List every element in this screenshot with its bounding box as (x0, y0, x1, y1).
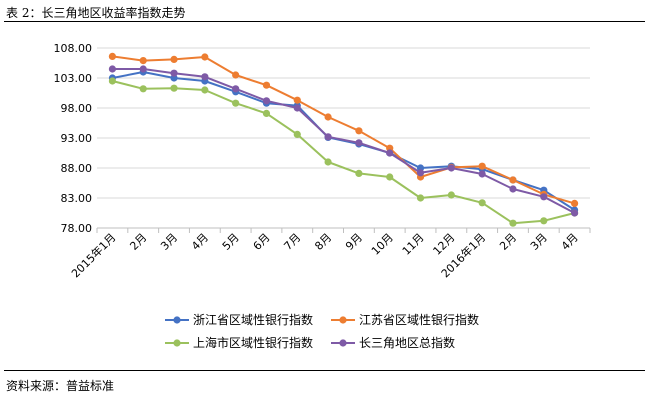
data-point (570, 199, 579, 207)
x-tick-label: 4月 (189, 231, 211, 253)
data-point (386, 173, 394, 181)
data-point (108, 65, 117, 73)
data-point (139, 57, 147, 65)
y-tick-label: 83.00 (61, 192, 93, 205)
y-tick-label: 98.00 (61, 102, 93, 115)
data-point (201, 73, 209, 81)
legend-marker (173, 339, 181, 347)
x-tick-label: 10月 (369, 231, 396, 258)
data-point (324, 158, 332, 166)
caption-divider (4, 21, 645, 22)
data-point (416, 194, 425, 202)
data-point (509, 185, 517, 193)
data-point (293, 96, 301, 104)
series-line-3 (112, 80, 575, 225)
data-point (478, 162, 486, 170)
data-point (355, 169, 363, 177)
series-line-4 (112, 68, 576, 214)
data-point (386, 149, 394, 157)
y-tick-label: 103.00 (54, 72, 93, 85)
y-tick-label: 78.00 (61, 222, 93, 235)
x-tick-label: 2月 (127, 231, 149, 253)
data-point (108, 52, 117, 61)
x-tick-label: 6月 (251, 231, 273, 253)
y-tick-label: 88.00 (61, 162, 93, 175)
data-point (540, 193, 548, 201)
data-point (232, 85, 240, 93)
data-point (108, 77, 117, 85)
x-tick-label: 3月 (528, 231, 550, 253)
data-point (139, 65, 147, 73)
x-tick-label: 7月 (281, 231, 303, 253)
data-point (447, 164, 455, 172)
data-point (324, 113, 332, 121)
legend-marker (173, 316, 181, 324)
x-tick-label: 2月 (497, 231, 519, 253)
data-point (170, 55, 178, 64)
data-point (201, 53, 209, 61)
table-caption: 表 2：长三角地区收益率指数走势 (6, 6, 186, 20)
data-point (262, 81, 271, 89)
data-point (509, 219, 517, 227)
data-point (201, 86, 209, 94)
data-point (570, 209, 579, 217)
data-point (262, 97, 271, 105)
data-point (447, 191, 455, 199)
data-point (540, 217, 548, 225)
x-tick-label: 9月 (343, 231, 365, 253)
x-tick-label: 12月 (431, 231, 458, 258)
data-point (170, 69, 178, 77)
x-tick-label: 5月 (220, 231, 242, 253)
x-tick-label: 3月 (158, 231, 180, 253)
legend-label: 长三角地区总指数 (359, 335, 455, 350)
y-tick-label: 108.00 (54, 42, 93, 55)
data-point (355, 139, 363, 147)
x-tick-label: 11月 (400, 231, 427, 258)
data-point (293, 104, 301, 112)
data-point (416, 169, 425, 177)
data-point (324, 133, 332, 141)
legend-marker (339, 339, 347, 347)
data-point (293, 130, 301, 138)
data-point (509, 176, 517, 184)
x-tick-label: 2015年1月 (68, 230, 118, 280)
legend-label: 上海市区域性银行指数 (193, 335, 313, 350)
data-point (232, 99, 240, 107)
legend-label: 浙江省区域性银行指数 (193, 312, 313, 327)
data-point (232, 71, 240, 79)
legend-marker (339, 316, 347, 324)
source-note: 资料来源：普益标准 (6, 379, 115, 393)
data-point (478, 199, 486, 207)
legend-label: 江苏省区域性银行指数 (359, 312, 479, 327)
series-line-1 (112, 71, 576, 211)
y-tick-label: 93.00 (61, 132, 93, 145)
series-line-2 (112, 55, 575, 205)
source-divider (4, 370, 645, 371)
x-tick-label: 8月 (312, 231, 334, 253)
data-point (139, 85, 147, 93)
x-tick-label: 4月 (559, 231, 581, 253)
data-point (170, 84, 178, 92)
data-point (478, 170, 486, 178)
data-point (355, 127, 363, 135)
data-point (262, 109, 271, 117)
